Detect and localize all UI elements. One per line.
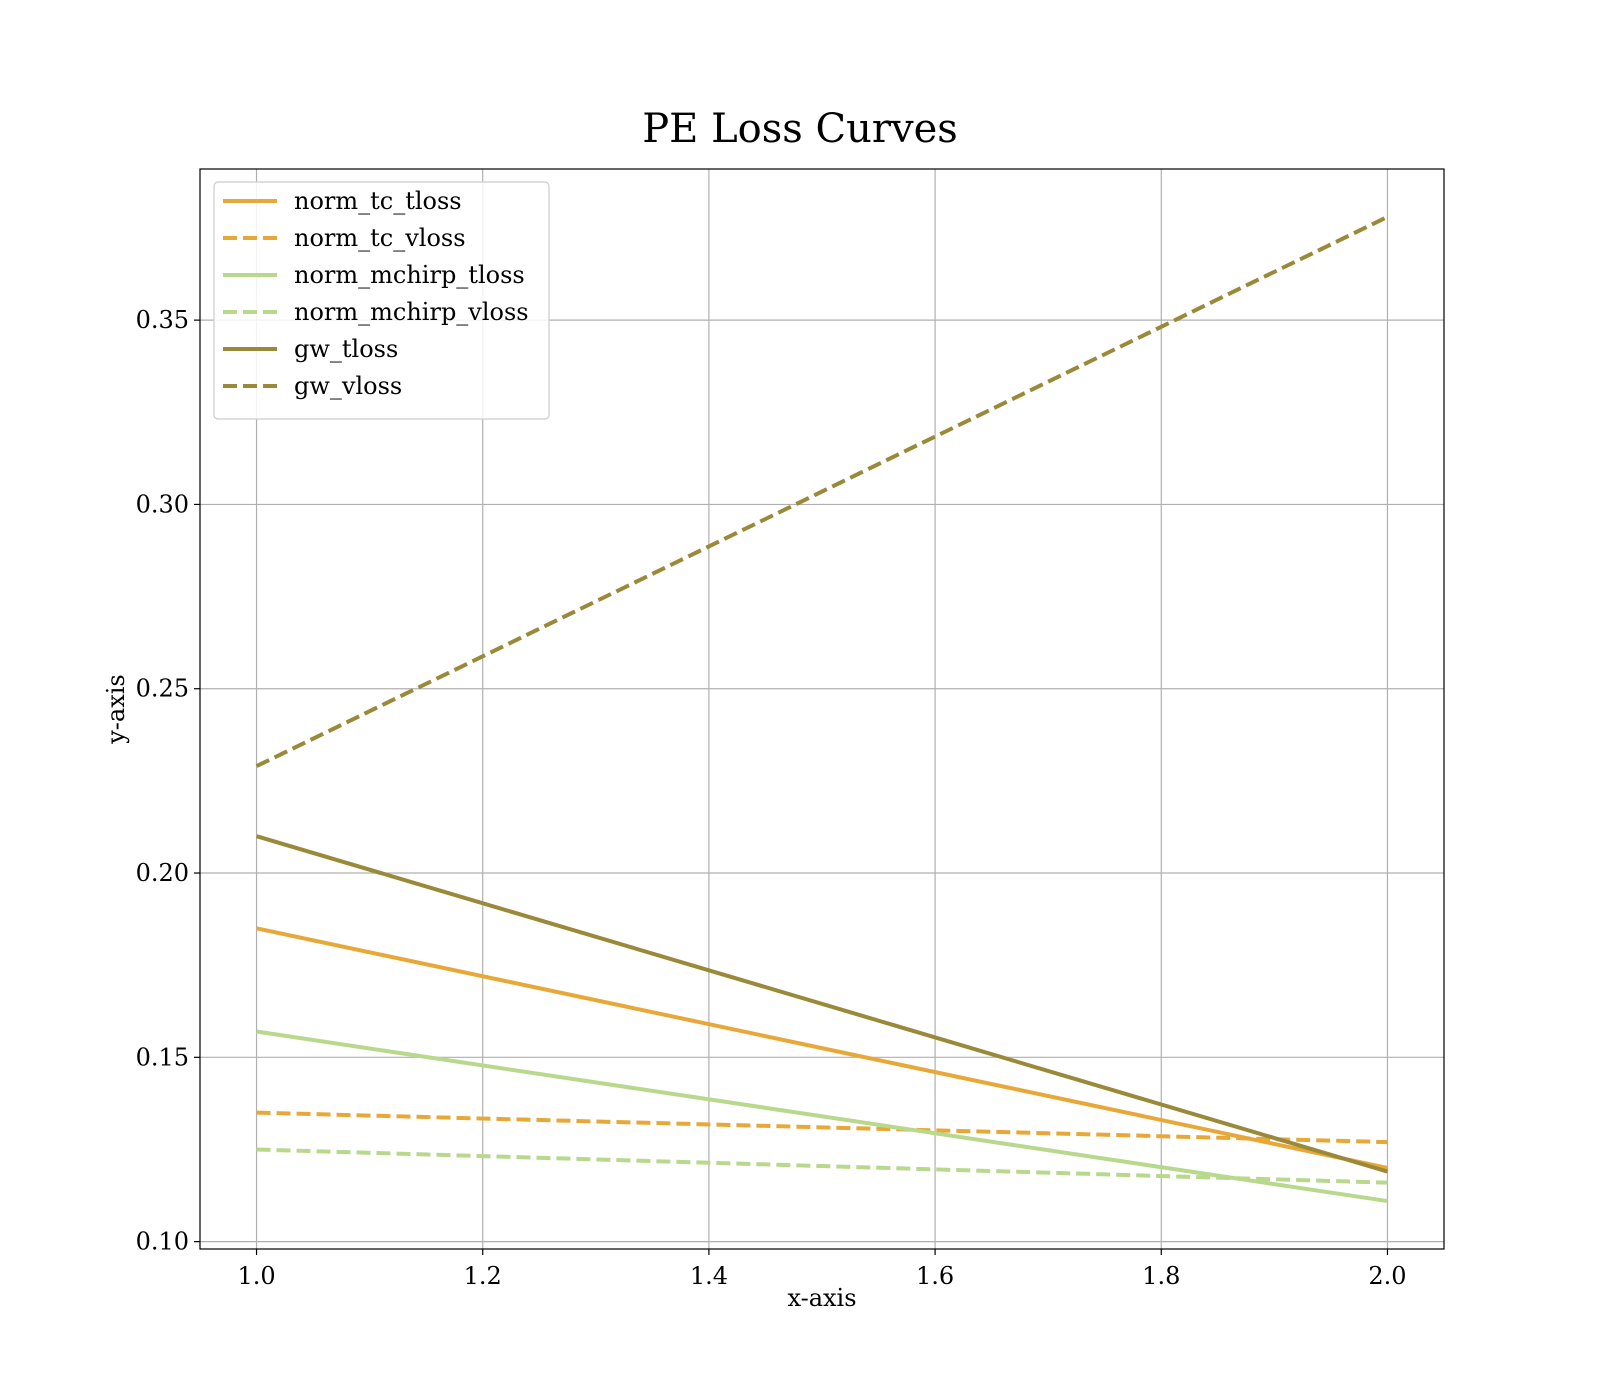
y-tick-label: 0.30 xyxy=(136,490,189,518)
legend-entry: norm_mchirp_tloss xyxy=(294,261,525,289)
y-tick-label: 0.20 xyxy=(136,859,189,887)
x-tick-label: 2.0 xyxy=(1368,1262,1406,1290)
series-line-gw-vloss xyxy=(255,215,1389,768)
x-tick-label: 1.0 xyxy=(237,1262,275,1290)
legend-box xyxy=(213,181,550,420)
x-tick-label: 1.4 xyxy=(690,1262,728,1290)
series-line-norm-tc-tloss xyxy=(256,926,1388,1170)
legend-entry: gw_tloss xyxy=(294,335,398,363)
plot-frame xyxy=(199,168,1445,1250)
y-axis-label: y-axis xyxy=(102,674,130,745)
series-line-norm-tc-vloss xyxy=(256,1110,1388,1145)
legend-entry: norm_tc_tloss xyxy=(294,187,462,215)
y-tick-label: 0.15 xyxy=(136,1043,189,1071)
legend-entry: norm_mchirp_vloss xyxy=(294,298,529,326)
x-axis-label: x-axis xyxy=(787,1284,856,1312)
legend-entry: gw_vloss xyxy=(294,372,402,400)
y-tick-label: 0.10 xyxy=(136,1228,189,1256)
y-tick-label: 0.25 xyxy=(136,675,189,703)
x-tick-label: 1.6 xyxy=(916,1262,954,1290)
series-line-gw-tloss xyxy=(255,834,1389,1174)
series-line-norm-mchirp-vloss xyxy=(256,1147,1388,1185)
x-tick-label: 1.2 xyxy=(464,1262,502,1290)
chart-title: PE Loss Curves xyxy=(642,106,958,152)
axis-ticks: 1.0 1.2 1.4 1.6 1.8 2.0 0.10 0.15 0.20 0.25 0.30 0.… xyxy=(136,306,1407,1290)
legend-entry: norm_tc_vloss xyxy=(294,224,466,252)
x-tick-label: 1.8 xyxy=(1142,1262,1180,1290)
legend: norm_tc_tloss norm_tc_vloss norm_mchirp_tl… xyxy=(213,181,550,420)
series-line-norm-mchirp-tloss xyxy=(256,1029,1388,1204)
series-lines xyxy=(255,215,1389,1204)
y-tick-label: 0.35 xyxy=(136,306,189,334)
